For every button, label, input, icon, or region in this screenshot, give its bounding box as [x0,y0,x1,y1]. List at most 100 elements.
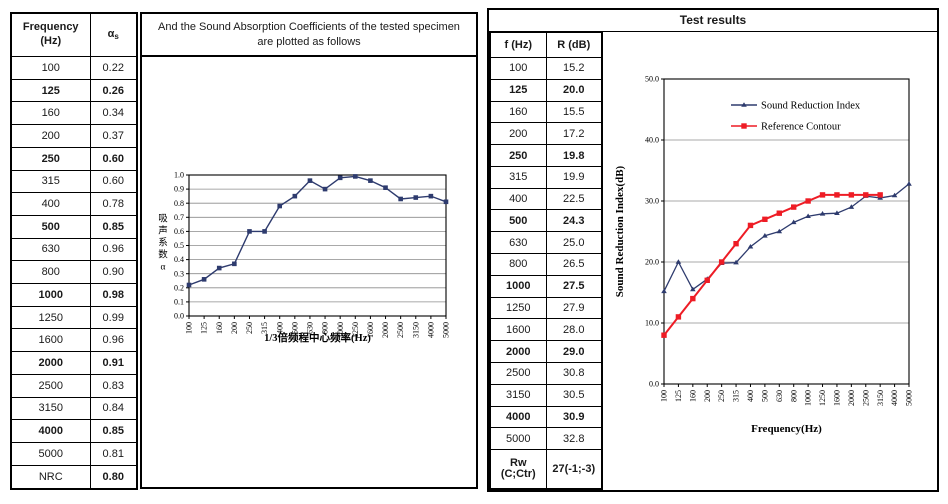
table-row: 1000 0.98 [10,283,138,307]
table-row: 800 0.90 [10,260,138,285]
series-marker-1 [877,192,883,198]
freq-cell: 160 [489,100,547,124]
y-tick-label: 0.8 [174,199,184,208]
table-row: 5000 32.8 [489,427,603,451]
value-cell: 30.8 [545,361,603,385]
freq-cell: 100 [489,57,547,80]
value-cell: 27.9 [545,296,603,320]
value-cell: 27(-1;-3) [545,449,603,490]
value-cell: 25.0 [545,231,603,255]
series-marker-1 [704,277,710,283]
value-cell: 0.85 [89,214,138,239]
freq-cell: 2500 [489,361,547,385]
y-axis-title-char: 吸 [158,214,168,225]
series-marker-0 [413,195,419,200]
absorption-chart-frame: 0.0 0.1 0.2 0.3 0.4 0.5 0.6 0.7 0.8 0.9 1.0 100 125 1… [140,55,478,489]
series-marker-0 [277,203,283,209]
x-tick-label: 1250 [818,390,827,406]
y-tick-label: 30.0 [645,197,659,206]
absorption-chart-title-text: And the Sound Absorption Coefficients of… [158,20,460,48]
x-tick-label: 5000 [905,390,914,406]
test-results-panel [487,8,939,492]
series-line-1 [663,193,881,336]
series-marker-1 [834,192,840,198]
series-marker-1 [791,204,797,210]
freq-cell: NRC [10,464,91,490]
table-row: 2000 0.91 [10,351,138,375]
table-row: 1250 27.9 [489,296,603,320]
value-cell: 15.2 [545,57,603,80]
y-tick-label: 50.0 [645,75,659,84]
x-tick-label: 1000 [336,322,345,338]
series-marker-1 [776,210,782,216]
series-marker-0 [762,232,768,238]
series-marker-0 [776,228,783,234]
value-cell: 0.90 [89,260,138,285]
freq-cell: 500 [489,209,547,233]
value-cell: 0.96 [89,328,138,353]
table-row: NRC 0.80 [10,464,138,490]
freq-cell: 4000 [489,405,547,429]
table-row: 250 19.8 [489,144,603,167]
x-tick-label: 1000 [804,390,813,406]
legend-label: Reference Contour [761,122,841,133]
series-marker-0 [186,282,192,288]
x-tick-label: 4000 [426,322,435,338]
freq-cell: 3150 [489,383,547,407]
absorption-chart: 0.0 0.1 0.2 0.3 0.4 0.5 0.6 0.7 0.8 0.9 1.0 100 125 1… [158,171,450,344]
series-marker-1 [819,192,826,198]
freq-cell: 125 [489,78,547,102]
value-cell: 0.22 [89,56,138,80]
freq-cell: 1250 [489,296,547,320]
freq-cell: 315 [489,165,547,189]
freq-cell: 200 [489,122,547,146]
x-tick-label: 1250 [351,322,360,338]
table-row: 800 26.5 [489,253,603,276]
value-cell: 0.91 [89,351,138,375]
y-tick-label: 0.1 [174,298,184,307]
x-tick-label: 800 [789,390,798,402]
value-cell: 0.26 [89,78,138,103]
frequency-header: f (Hz) [489,31,547,58]
freq-cell: 400 [489,187,547,211]
value-cell: 0.34 [89,101,138,126]
legend-entry: Reference Contour [731,122,841,133]
table-row: 250 0.60 [10,146,138,171]
value-cell: 24.3 [545,209,603,233]
value-cell: 32.8 [545,427,603,451]
x-tick-label: 630 [306,322,315,334]
table-row: 100 0.22 [10,56,138,80]
freq-cell: 3150 [10,396,91,421]
freq-cell: 125 [10,78,91,103]
table-row: 200 0.37 [10,124,138,148]
series-marker-1 [675,314,682,320]
value-cell: 19.8 [545,144,603,167]
series-marker-0 [428,193,434,199]
table-row: 2500 0.83 [10,373,138,398]
value-cell: 20.0 [545,78,603,102]
table-row: 4000 0.85 [10,419,138,443]
reduction-chart: 0.0 10.0 20.0 30.0 40.0 50.0 100 125 160 200 250 31… [614,75,914,435]
freq-cell: Rw (C;Ctr) [489,449,547,490]
freq-cell: 630 [10,237,91,262]
series-marker-0 [262,229,267,234]
series-marker-1 [747,222,754,229]
table-row: 1000 27.5 [489,274,603,298]
series-marker-0 [322,186,328,192]
x-tick-label: 400 [275,322,284,334]
table-row: 2000 29.0 [489,340,603,363]
x-tick-label: 2000 [381,322,390,338]
table-row: 2500 30.8 [489,361,603,385]
freq-cell: 1600 [489,318,547,342]
x-tick-label: 315 [260,322,269,334]
freq-cell: 160 [10,101,91,126]
table-row: 315 19.9 [489,165,603,189]
x-tick-label: 125 [200,322,209,334]
x-tick-label: 200 [703,390,712,402]
series-marker-0 [383,185,388,190]
value-cell: 28.0 [545,318,603,342]
table-row: 400 0.78 [10,192,138,216]
series-marker-0 [848,204,855,209]
alpha-header: αs [89,12,138,57]
value-cell: 0.37 [89,124,138,148]
